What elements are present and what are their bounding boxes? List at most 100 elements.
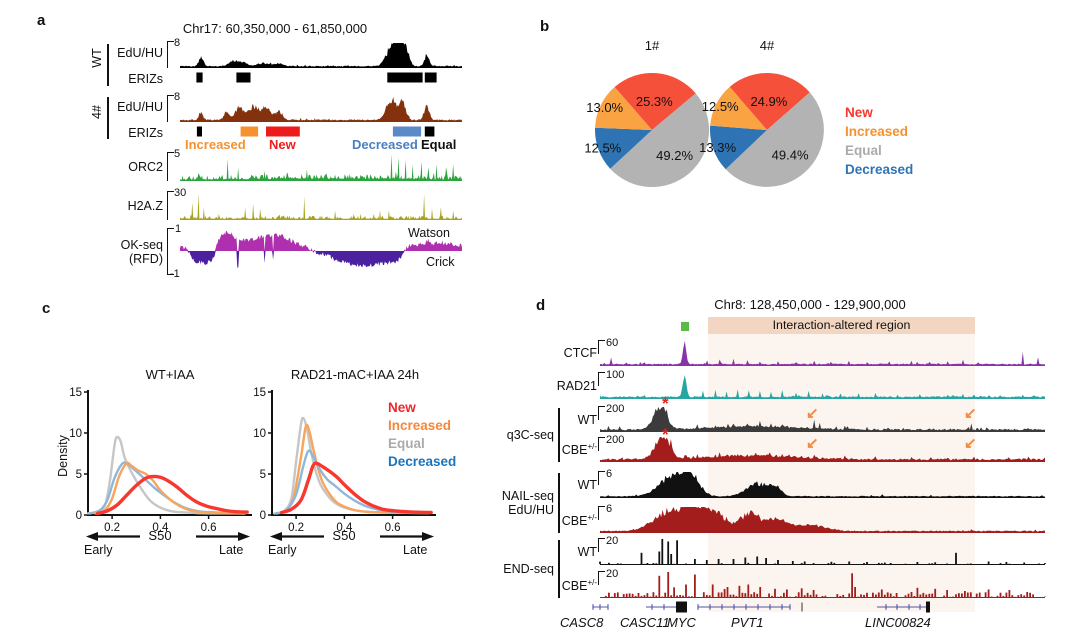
- group-label-q3c-seq: q3C-seq: [506, 428, 554, 442]
- altered-interaction-arrow-icon: ↙: [964, 405, 977, 422]
- svg-text:5: 5: [260, 469, 266, 481]
- h2az-track: [180, 193, 462, 220]
- panel-b-letter: b: [540, 18, 550, 35]
- density-left-title: WT+IAA: [145, 367, 195, 382]
- s50-label-left: S50: [148, 528, 172, 543]
- erizs-wt-track: [196, 72, 437, 83]
- altered-interaction-arrow-icon: ↙: [806, 435, 819, 452]
- gene-label-linc00824: LINC00824: [865, 615, 931, 630]
- svg-text:0.2: 0.2: [104, 522, 120, 534]
- svg-text:25.3%: 25.3%: [636, 94, 673, 109]
- scale-value-q3c-cbe: 200: [606, 434, 625, 446]
- ctcf-track: [600, 341, 1045, 366]
- category-label-decreased: Decreased: [352, 137, 418, 152]
- svg-text:0: 0: [260, 510, 266, 522]
- scale-value-rfd-top: 1: [175, 223, 182, 235]
- q3c-cbe-track: [600, 437, 1045, 462]
- altered-interaction-arrow-icon: ↙: [964, 435, 977, 452]
- early-arrow-icon-left: [86, 532, 140, 541]
- late-arrow-icon-left: [196, 532, 250, 541]
- density-plot-right: 0 5 10 15 0.2 0.4 0.6: [253, 387, 436, 534]
- svg-text:12.5%: 12.5%: [702, 99, 739, 114]
- legend-new: New: [388, 400, 416, 415]
- legend-decreased: Decreased: [388, 454, 457, 469]
- scale-value-ctcf: 60: [606, 337, 619, 349]
- svg-text:49.2%: 49.2%: [656, 148, 693, 163]
- track-label-eduhu-wt: EdU/HU: [117, 46, 163, 60]
- track-label-q3c-wt: WT: [577, 413, 597, 427]
- svg-text:0.6: 0.6: [385, 522, 401, 534]
- svg-text:15: 15: [69, 387, 82, 399]
- panel-d-title: Chr8: 128,450,000 - 129,900,000: [714, 297, 906, 312]
- gene-label-casc11: CASC11: [620, 615, 670, 630]
- track-label-rfd: (RFD): [128, 252, 163, 266]
- svg-text:0.4: 0.4: [336, 522, 353, 534]
- erizs-4-track: [196, 126, 435, 137]
- density-right-title: RAD21-mAC+IAA 24h: [290, 367, 420, 382]
- q3c-wt-track: [600, 407, 1045, 432]
- scale-value-q3c-wt: 200: [606, 403, 625, 415]
- scale-bracket-ctcf: [598, 340, 605, 354]
- scale-value-end-wt: 20: [606, 535, 619, 547]
- scale-value-orc2: 5: [174, 148, 181, 160]
- category-label-increased: Increased: [185, 137, 246, 152]
- scale-bracket-nail-cbe: [598, 506, 605, 520]
- scale-bracket-rad21: [598, 372, 605, 386]
- group-bracket-end: [558, 540, 560, 598]
- eduhu-wt-track: [180, 43, 462, 68]
- track-label-q3c-cbe: CBE+/-: [561, 442, 597, 458]
- early-arrow-icon-right: [270, 532, 324, 541]
- significance-asterisk-wt: *: [662, 394, 669, 413]
- svg-text:10: 10: [69, 428, 82, 440]
- category-label-new: New: [269, 137, 296, 152]
- crick-strand-label: Crick: [426, 255, 455, 269]
- late-label-right: Late: [403, 543, 428, 557]
- group-label-nail-seq: NAIL-seq: [501, 489, 554, 503]
- gene-label-myc: MYC: [667, 615, 696, 630]
- legend-increased: Increased: [388, 418, 452, 433]
- scale-bracket-h2az: [167, 191, 174, 220]
- svg-text:0.2: 0.2: [288, 522, 304, 534]
- panel-d-letter: d: [536, 297, 546, 314]
- track-label-end-wt: WT: [577, 545, 597, 559]
- legend-equal: Equal: [388, 436, 425, 451]
- group-label-nail-eduhu: EdU/HU: [508, 503, 554, 517]
- end-cbe-track: [600, 572, 1046, 598]
- scale-bracket-eduhu-4: [167, 95, 174, 122]
- gene-label-casc8: CASC8: [560, 615, 604, 630]
- scale-bracket-end-wt: [598, 538, 605, 552]
- end-wt-track: [599, 539, 1046, 565]
- late-label-left: Late: [219, 543, 244, 557]
- interaction-altered-region-label: Interaction-altered region: [708, 317, 975, 334]
- okseq-rfd-track: [180, 230, 462, 268]
- group-bracket-nail: [558, 473, 560, 533]
- svg-text:24.9%: 24.9%: [750, 94, 787, 109]
- svg-text:0.4: 0.4: [152, 522, 169, 534]
- density-y-axis-label: Density: [56, 435, 70, 477]
- scale-bracket-orc2: [167, 152, 174, 181]
- significance-asterisk-cbe: *: [662, 425, 669, 444]
- watson-strand-label: Watson: [408, 226, 450, 240]
- svg-text:49.4%: 49.4%: [772, 148, 809, 163]
- interaction-altered-region-highlight: [708, 334, 975, 612]
- svg-text:10: 10: [253, 428, 266, 440]
- ctcf-site-marker-icon: [681, 322, 689, 331]
- scale-bracket-nail-wt: [598, 471, 605, 485]
- svg-text:13.3%: 13.3%: [699, 140, 736, 155]
- scale-value-eduhu-wt: 8: [174, 37, 181, 49]
- legend-decreased: Decreased: [845, 162, 914, 177]
- legend-new: New: [845, 105, 873, 120]
- scale-bracket-okseq: [167, 228, 174, 275]
- nail-wt-track: [600, 472, 1045, 498]
- group-wt-bracket: [107, 44, 109, 86]
- scale-value-rfd-bottom: -1: [170, 268, 180, 280]
- svg-text:12.5%: 12.5%: [584, 141, 621, 156]
- density-legend: New Increased Equal Decreased: [388, 399, 456, 471]
- gene-models-track: [592, 601, 930, 613]
- svg-text:5: 5: [76, 469, 82, 481]
- s50-label-right: S50: [332, 528, 356, 543]
- svg-text:13.0%: 13.0%: [586, 100, 623, 115]
- scale-value-h2az: 30: [174, 187, 187, 199]
- group-4-bracket: [107, 97, 109, 139]
